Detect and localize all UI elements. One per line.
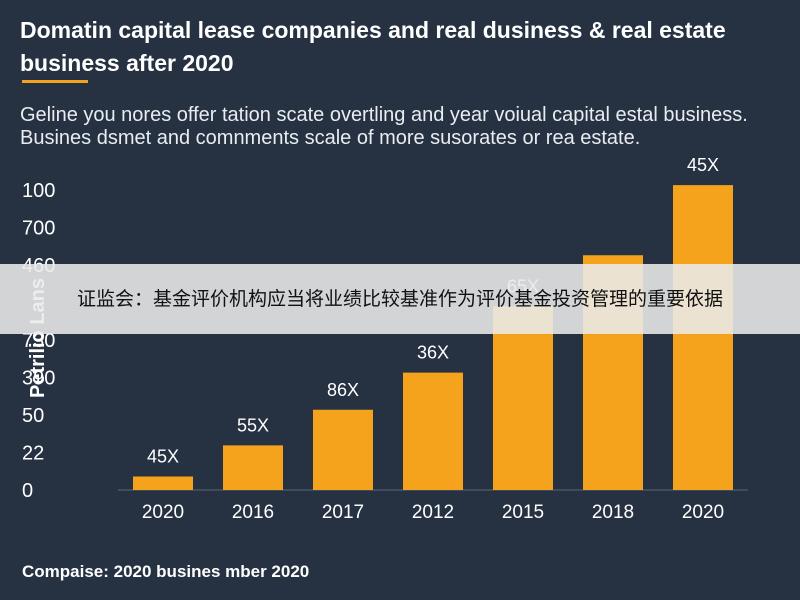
bar [133,476,193,490]
chart-subtitle: Geline you nores offer tation scate over… [20,104,748,149]
x-tick-label: 2017 [322,502,364,523]
bar [403,372,463,490]
x-tick-label: 2012 [412,502,454,523]
bar-data-label: 45X [687,155,719,175]
bar [223,445,283,490]
bar [673,185,733,490]
news-overlay-banner: 证监会：基金评价机构应当将业绩比较基准作为评价基金投资管理的重要依据 [0,264,800,334]
bar-data-label: 36X [417,343,449,363]
y-tick-label: 0 [22,480,33,502]
y-tick-label: 50 [22,405,44,427]
x-tick-label: 2016 [232,502,274,523]
y-tick-label: 100 [22,180,55,202]
bar [493,306,553,490]
title-accent-line [22,80,88,83]
x-tick-label: 2020 [682,502,724,523]
chart-title: Domatin capital lease companies and real… [20,17,726,76]
y-tick-label: 700 [22,218,55,240]
x-tick-label: 2018 [592,502,634,523]
y-tick-label: 22 [22,443,44,465]
chart-footer: Compaise: 2020 busines mber 2020 [22,562,310,581]
bar [313,409,373,490]
bar-data-label: 86X [327,380,359,400]
y-tick-label: 730 [22,330,55,352]
x-tick-label: 2020 [142,502,184,523]
x-tick-label: 2015 [502,502,544,523]
bar-data-label: 45X [147,447,179,467]
bar-data-label: 55X [237,415,269,435]
news-overlay-text: 证监会：基金评价机构应当将业绩比较基准作为评价基金投资管理的重要依据 [76,288,723,310]
y-tick-label: 390 [22,368,55,390]
